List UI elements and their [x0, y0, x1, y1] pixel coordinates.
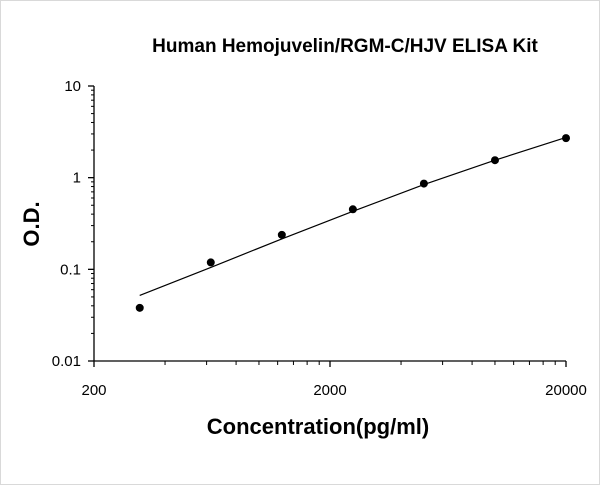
y-tick-label: 0.01	[52, 353, 81, 370]
y-tick-label: 10	[64, 78, 81, 95]
x-tick-label: 2000	[313, 382, 346, 399]
y-axis-title: O.D.	[19, 201, 44, 246]
y-tick-label: 0.1	[60, 261, 81, 278]
data-point	[277, 230, 286, 239]
x-tick-label: 20000	[545, 382, 587, 399]
fit-curve	[139, 136, 567, 296]
plot-area: 0.01 0.1 1 10 200 2000 20000	[52, 78, 587, 399]
data-point	[206, 258, 215, 267]
data-point	[490, 156, 499, 165]
data-point	[348, 205, 357, 214]
data-point	[135, 303, 144, 312]
data-point	[562, 134, 570, 143]
y-tick-label: 1	[73, 170, 81, 187]
data-point	[419, 179, 428, 188]
x-axis-title: Concentration(pg/ml)	[207, 414, 429, 439]
chart-title: Human Hemojuvelin/RGM-C/HJV ELISA Kit	[152, 36, 538, 57]
x-tick-label: 200	[81, 382, 106, 399]
